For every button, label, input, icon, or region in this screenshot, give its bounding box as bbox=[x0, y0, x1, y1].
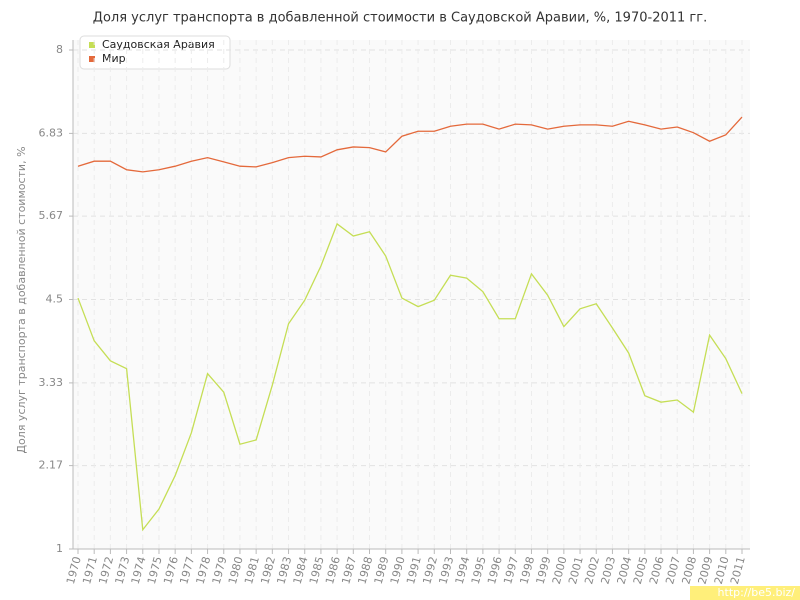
line-series bbox=[77, 222, 743, 532]
line-series bbox=[77, 116, 743, 173]
legend-box bbox=[79, 35, 231, 70]
y-tick-label: 6.83 bbox=[39, 126, 64, 139]
watermark-bg bbox=[690, 586, 800, 600]
y-tick-label: 8 bbox=[56, 43, 63, 56]
legend-label: Мир bbox=[102, 52, 126, 65]
y-tick-label: 5.67 bbox=[39, 209, 64, 222]
chart-title: Доля услуг транспорта в добавленной стои… bbox=[93, 11, 707, 26]
y-tick-label: 3.33 bbox=[39, 376, 64, 389]
watermark: http://be5.biz/ bbox=[718, 586, 796, 599]
legend-swatch bbox=[89, 42, 95, 48]
y-tick-label: 4.5 bbox=[46, 293, 64, 306]
y-tick-label: 1 bbox=[56, 542, 63, 555]
legend-label: Саудовская Аравия bbox=[102, 38, 215, 51]
y-tick-label: 2.17 bbox=[39, 459, 64, 472]
y-axis-label: Доля услуг транспорта в добавленной стои… bbox=[15, 146, 28, 453]
plot-area bbox=[73, 40, 750, 549]
legend-swatch bbox=[89, 56, 95, 62]
